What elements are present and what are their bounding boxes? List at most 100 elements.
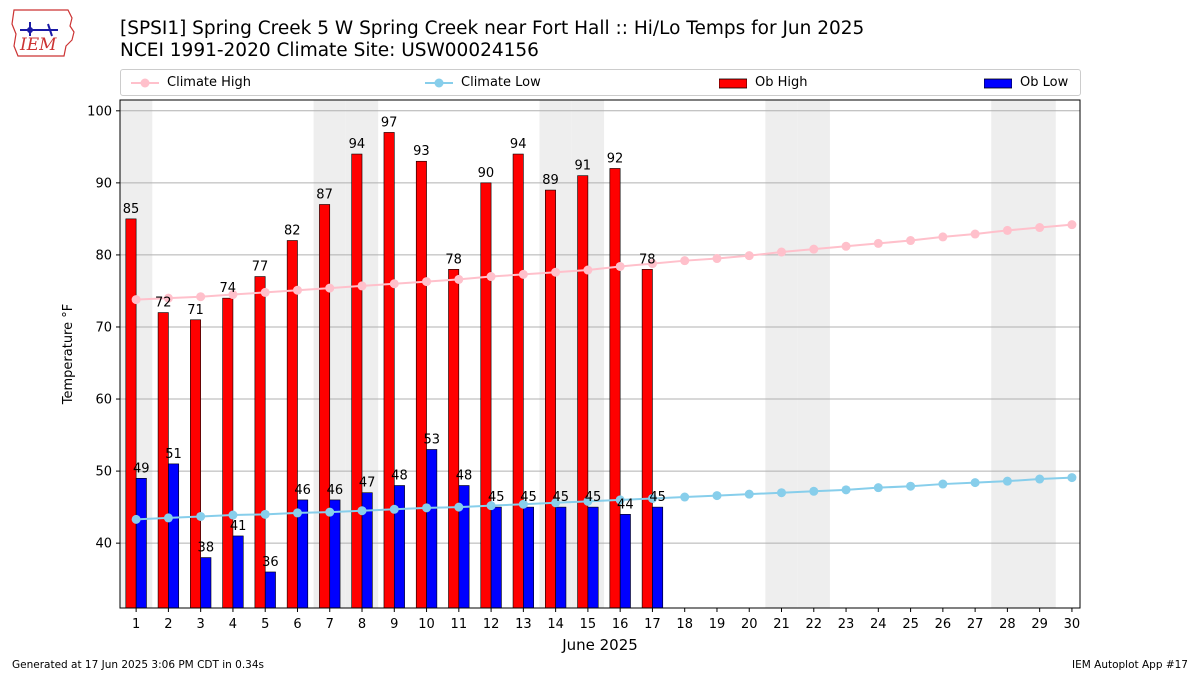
x-tick-label: 16: [612, 617, 629, 632]
weekend-band: [991, 100, 1024, 608]
ob-low-data-label: 48: [456, 469, 473, 484]
x-tick-label: 21: [773, 617, 790, 632]
ob-low-data-label: 51: [165, 447, 182, 462]
ob-low-bar: [652, 506, 664, 609]
climate-high-point: [1002, 225, 1012, 235]
legend-climate-low-label: Climate Low: [461, 75, 541, 90]
climate-high-line: [136, 223, 1073, 301]
climate-low-point: [228, 510, 238, 520]
ob-low-bar: [426, 449, 438, 609]
x-tick-label: 17: [644, 617, 661, 632]
climate-low-point: [1002, 476, 1012, 486]
ob-high-data-label: 94: [510, 137, 527, 152]
weekend-band: [797, 100, 830, 608]
climate-high-point: [260, 287, 270, 297]
x-tick-label: 28: [999, 617, 1016, 632]
ob-low-data-label: 48: [391, 469, 408, 484]
x-axis-title: June 2025: [561, 636, 638, 654]
ob-high-data-label: 72: [155, 296, 172, 311]
y-tick-label: 100: [87, 104, 112, 119]
ob-low-data-label: 47: [359, 476, 376, 491]
ob-low-bar: [490, 506, 502, 609]
plot-frame: [119, 99, 1081, 609]
climate-high-point: [841, 241, 851, 251]
climate-low-point: [486, 501, 496, 511]
climate-low-point: [615, 495, 625, 505]
climate-low-point: [389, 504, 399, 514]
ob-high-bar: [415, 160, 427, 609]
x-tick-label: 19: [709, 617, 726, 632]
x-tick-label: 6: [293, 617, 301, 632]
x-tick-label: 23: [838, 617, 855, 632]
climate-low-point: [1035, 474, 1045, 484]
ob-high-bar: [641, 269, 653, 609]
climate-low-point: [712, 491, 722, 501]
chart-legend: Climate High Climate Low Ob High Ob Low: [120, 69, 1081, 96]
climate-low-point: [906, 481, 916, 491]
ob-high-bar: [609, 168, 621, 609]
ob-high-bar: [351, 153, 363, 609]
climate-high-point: [938, 232, 948, 242]
ob-low-bar: [587, 506, 599, 609]
climate-low-swatch-icon: [425, 78, 453, 87]
ob-low-bar: [232, 535, 244, 609]
x-tick-label: 12: [483, 617, 500, 632]
climate-low-point: [454, 502, 464, 512]
ob-high-data-label: 82: [284, 224, 301, 239]
climate-high-point: [583, 265, 593, 275]
x-tick-label: 22: [806, 617, 823, 632]
iem-logo: IEM: [11, 9, 75, 57]
climate-high-point: [131, 295, 141, 305]
climate-high-point: [196, 292, 206, 302]
ob-high-bar: [480, 182, 492, 609]
climate-high-point: [712, 254, 722, 264]
y-tick-label: 60: [95, 393, 112, 408]
logo-text: IEM: [19, 35, 57, 55]
climate-low-point: [357, 506, 367, 516]
x-tick-label: 13: [515, 617, 532, 632]
legend-ob-high: Ob High: [719, 70, 808, 95]
climate-low-point: [518, 499, 528, 509]
climate-high-point: [1035, 223, 1045, 233]
x-tick-label: 26: [935, 617, 952, 632]
ob-low-swatch-icon: [984, 78, 1012, 88]
weekend-band: [765, 100, 798, 608]
climate-high-point: [325, 283, 335, 293]
app-footer: IEM Autoplot App #17: [1072, 659, 1188, 671]
climate-high-point: [970, 229, 980, 239]
climate-low-point: [841, 485, 851, 495]
ob-low-data-label: 45: [585, 490, 602, 505]
x-tick-label: 15: [580, 617, 597, 632]
climate-low-point: [260, 509, 270, 519]
climate-low-point: [970, 478, 980, 488]
legend-climate-high-label: Climate High: [167, 75, 252, 90]
legend-ob-low: Ob Low: [984, 70, 1068, 95]
ob-high-bar: [125, 218, 137, 609]
ob-high-data-label: 85: [123, 202, 140, 217]
x-tick-label: 30: [1064, 617, 1081, 632]
climate-high-point: [357, 281, 367, 291]
x-tick-label: 2: [164, 617, 172, 632]
x-tick-label: 20: [741, 617, 758, 632]
ob-low-data-label: 38: [198, 541, 215, 556]
climate-high-point: [228, 290, 238, 300]
climate-low-point: [325, 507, 335, 517]
ob-high-data-label: 91: [574, 159, 591, 174]
x-tick-label: 24: [870, 617, 887, 632]
ob-high-data-label: 77: [252, 260, 269, 275]
climate-high-point: [744, 251, 754, 261]
climate-low-point: [680, 492, 690, 502]
ob-low-data-label: 46: [294, 483, 311, 498]
x-tick-label: 29: [1031, 617, 1048, 632]
ob-low-data-label: 45: [488, 490, 505, 505]
x-tick-label: 7: [326, 617, 334, 632]
climate-low-point: [938, 479, 948, 489]
ob-high-data-label: 74: [220, 281, 237, 296]
climate-low-point: [131, 514, 141, 524]
climate-high-point: [518, 269, 528, 279]
legend-ob-low-label: Ob Low: [1020, 75, 1069, 90]
ob-high-data-label: 87: [316, 187, 333, 202]
x-tick-label: 8: [358, 617, 366, 632]
ob-high-swatch-icon: [719, 78, 747, 88]
ob-high-data-label: 89: [542, 173, 559, 188]
